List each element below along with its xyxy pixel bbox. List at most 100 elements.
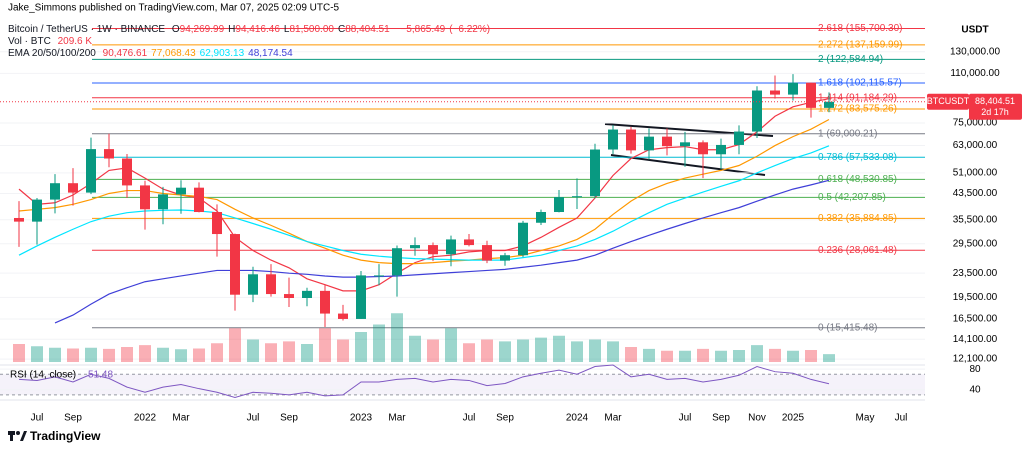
volume-bar bbox=[301, 344, 313, 362]
candle-body bbox=[698, 142, 708, 155]
candle-body bbox=[320, 290, 330, 314]
x-tick-label: Mar bbox=[388, 413, 406, 424]
candle-body bbox=[518, 222, 528, 256]
ohlc-value: 88,404.51 bbox=[345, 24, 390, 35]
volume-bar bbox=[553, 335, 565, 362]
ohlc-key: L bbox=[283, 24, 290, 35]
legend: Bitcoin / TetherUS · 1W · BINANCE O94,26… bbox=[8, 24, 494, 60]
volume-bar bbox=[823, 354, 835, 362]
candle-body bbox=[662, 136, 672, 147]
symbol-title: Bitcoin / TetherUS · 1W · BINANCE bbox=[8, 24, 166, 35]
legend-row: Bitcoin / TetherUS · 1W · BINANCE O94,26… bbox=[8, 24, 494, 36]
fib-label: 0.618 (48,530.85) bbox=[818, 174, 897, 185]
ohlc-value: 94,416.46 bbox=[235, 24, 280, 35]
ema-value: 77,068.43 bbox=[151, 48, 196, 59]
rsi-tick-label: 80 bbox=[969, 364, 981, 375]
ohlc-item: L81,500.00 bbox=[284, 24, 338, 35]
volume-bar bbox=[733, 350, 745, 362]
candle-body bbox=[734, 131, 744, 145]
x-tick-label: 2023 bbox=[350, 413, 373, 424]
countdown: 2d 17h bbox=[981, 107, 1009, 117]
y-tick-label: 75,000.00 bbox=[953, 118, 998, 129]
ema-value: 90,476.61 bbox=[102, 48, 148, 59]
ema-line bbox=[18, 98, 830, 292]
fib-label: 1.272 (83,575.26) bbox=[818, 104, 897, 115]
candle-body bbox=[410, 245, 420, 249]
volume-bar bbox=[805, 350, 817, 362]
volume-bar bbox=[625, 347, 637, 362]
fib-label: 0.382 (35,884.85) bbox=[818, 213, 897, 224]
candle-body bbox=[140, 185, 150, 210]
x-tick-label: Jul bbox=[895, 413, 908, 424]
rsi-line bbox=[18, 364, 830, 398]
candle-body bbox=[68, 183, 78, 193]
candle-body bbox=[338, 313, 348, 319]
volume-bar bbox=[337, 339, 349, 362]
candle-body bbox=[248, 274, 258, 295]
rsi-band bbox=[0, 374, 925, 395]
candle-body bbox=[284, 294, 294, 298]
volume-bar bbox=[85, 347, 97, 362]
candle-body bbox=[626, 129, 636, 151]
candle-body bbox=[788, 82, 798, 95]
candle-body bbox=[104, 149, 114, 159]
volume-bar bbox=[589, 339, 601, 362]
symbol-tag-text: BTCUSDT bbox=[927, 96, 970, 106]
ohlc-item: C88,404.51 bbox=[338, 24, 394, 35]
x-tick-label: Mar bbox=[604, 413, 622, 424]
candle-body bbox=[392, 248, 402, 276]
x-tick-label: Jul bbox=[247, 413, 260, 424]
candle-body bbox=[50, 183, 60, 200]
volume-bar bbox=[157, 347, 169, 362]
volume-bar bbox=[49, 347, 61, 362]
candle-body bbox=[122, 158, 132, 186]
candle-body bbox=[716, 144, 726, 155]
candle-body bbox=[176, 187, 186, 195]
fib-label: 2 (122,584.94) bbox=[818, 54, 883, 65]
trendline bbox=[610, 154, 766, 176]
y-tick-label: 35,500.00 bbox=[953, 214, 998, 225]
candle-body bbox=[500, 255, 510, 261]
x-tick-label: 2022 bbox=[134, 413, 157, 424]
candle-body bbox=[86, 149, 96, 193]
price-tag-text: 88,404.51 bbox=[975, 96, 1015, 106]
volume-bar bbox=[715, 350, 727, 362]
volume-bar bbox=[571, 341, 583, 362]
y-tick-label: 63,000.00 bbox=[953, 140, 998, 151]
y-tick-label: 19,500.00 bbox=[953, 292, 998, 303]
candle-body bbox=[824, 101, 834, 108]
x-tick-label: Sep bbox=[64, 413, 82, 424]
volume-bar bbox=[319, 328, 331, 362]
candle-body bbox=[212, 212, 222, 235]
volume-bar bbox=[391, 313, 403, 362]
y-tick-label: 14,100.00 bbox=[953, 334, 998, 345]
volume-bar bbox=[787, 350, 799, 362]
volume-bar bbox=[283, 341, 295, 362]
volume-name: Vol · BTC bbox=[8, 36, 51, 47]
ohlc-item: O94,269.99 bbox=[172, 24, 228, 35]
x-tick-label: 2025 bbox=[782, 413, 805, 424]
candle-body bbox=[14, 217, 24, 222]
ohlc: O94,269.99 H94,416.46 L81,500.00 C88,404.51 bbox=[172, 24, 394, 35]
ema-value: 62,903.13 bbox=[199, 48, 245, 59]
volume-bar bbox=[355, 332, 367, 362]
candle-body bbox=[32, 199, 42, 222]
candle-body bbox=[482, 245, 492, 261]
fib-label: 1 (69,000.21) bbox=[818, 128, 878, 139]
candle-body bbox=[194, 187, 204, 213]
change-pct: (−6.22%) bbox=[449, 24, 491, 35]
volume-bar bbox=[679, 350, 691, 362]
ohlc-key: O bbox=[171, 24, 180, 35]
y-tick-label: 130,000.00 bbox=[950, 46, 1000, 57]
change: −5,865.49 bbox=[400, 24, 446, 35]
candle-body bbox=[446, 239, 456, 255]
volume-bar bbox=[463, 343, 475, 362]
ema-name: EMA 20/50/100/200 bbox=[8, 48, 96, 59]
y-tick-label: 16,500.00 bbox=[953, 314, 998, 325]
volume-bar bbox=[31, 346, 43, 362]
candle-body bbox=[464, 239, 474, 246]
volume-bar bbox=[175, 349, 187, 362]
ema-line bbox=[18, 118, 830, 265]
brand: TradingView bbox=[30, 429, 101, 443]
candle-body bbox=[572, 196, 582, 198]
